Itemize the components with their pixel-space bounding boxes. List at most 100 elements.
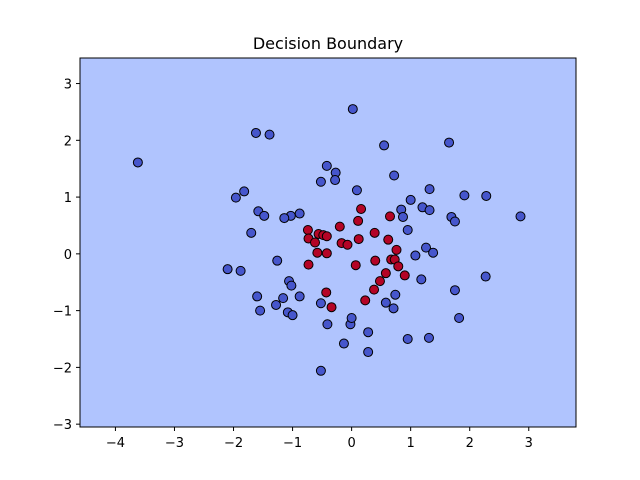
y-tick-label: 3 (64, 78, 72, 93)
scatter-point-class-0 (363, 327, 374, 338)
scatter-point-class-0 (321, 160, 332, 171)
scatter-point-class-0 (315, 298, 326, 309)
scatter-point-class-0 (402, 225, 413, 236)
scatter-point-class-1 (342, 239, 353, 250)
scatter-point-class-0 (278, 293, 289, 304)
scatter-point-class-1 (369, 227, 380, 238)
scatter-point-class-1 (326, 302, 337, 313)
scatter-point-class-0 (347, 104, 358, 115)
scatter-point-class-0 (380, 297, 391, 308)
scatter-point-class-1 (321, 231, 332, 242)
scatter-point-class-1 (391, 244, 402, 255)
scatter-point-class-0 (286, 280, 297, 291)
scatter-point-class-0 (428, 247, 439, 258)
x-tick-label: −4 (106, 436, 125, 451)
scatter-point-class-0 (402, 334, 413, 345)
plot-frame (79, 57, 577, 428)
scatter-point-class-1 (353, 215, 364, 226)
scatter-point-class-0 (459, 190, 470, 201)
scatter-point-class-0 (252, 291, 263, 302)
scatter-point-class-0 (410, 250, 421, 261)
scatter-point-class-1 (374, 276, 385, 287)
y-tick-label: −2 (53, 361, 72, 376)
scatter-point-class-1 (312, 247, 323, 258)
x-tick-label: 3 (525, 436, 533, 451)
scatter-point-class-0 (397, 211, 408, 222)
scatter-point-class-1 (369, 284, 380, 295)
scatter-point-class-1 (303, 259, 314, 270)
scatter-point-class-0 (416, 274, 427, 285)
scatter-point-class-0 (390, 289, 401, 300)
scatter-point-class-0 (363, 347, 374, 358)
scatter-point-class-0 (330, 175, 341, 186)
scatter-point-class-1 (370, 255, 381, 266)
scatter-point-class-0 (235, 265, 246, 276)
scatter-point-class-1 (383, 234, 394, 245)
scatter-point-class-0 (423, 332, 434, 343)
chart-title: Decision Boundary (253, 34, 403, 53)
scatter-point-class-0 (454, 313, 465, 323)
scatter-point-class-0 (315, 365, 326, 376)
scatter-point-class-1 (310, 237, 321, 248)
x-tick-label: 2 (466, 436, 474, 451)
scatter-point-class-0 (424, 184, 435, 195)
x-tick-label: 1 (407, 436, 415, 451)
x-axis: −4 −3 −2 −1 0 1 2 3 (106, 427, 533, 451)
x-tick-label: −1 (283, 436, 302, 451)
scatter-point-class-1 (393, 261, 404, 272)
scatter-point-class-0 (481, 190, 492, 201)
scatter-point-class-0 (449, 285, 460, 296)
x-tick-label: 0 (347, 436, 355, 451)
scatter-point-class-0 (222, 264, 233, 275)
decision-region (80, 58, 576, 427)
scatter-point-class-1 (334, 221, 345, 232)
scatter-point-class-1 (321, 287, 332, 298)
scatter-point-class-1 (350, 260, 361, 271)
scatter-point-class-1 (399, 270, 410, 281)
scatter-point-class-0 (239, 186, 250, 197)
scatter-point-class-0 (424, 205, 435, 216)
y-axis: −3 −2 −1 0 1 2 3 (53, 78, 80, 433)
y-tick-label: −1 (53, 305, 72, 320)
scatter-point-class-0 (421, 242, 432, 253)
scatter-point-class-1 (302, 225, 313, 236)
y-tick-label: 0 (64, 248, 72, 263)
data-points (132, 104, 526, 376)
scatter-point-class-0 (250, 127, 261, 138)
scatter-point-class-0 (132, 157, 143, 168)
scatter-point-class-0 (315, 176, 326, 187)
scatter-point-class-0 (444, 137, 455, 148)
scatter-point-class-0 (272, 255, 283, 266)
scatter-point-class-1 (321, 248, 332, 259)
scatter-point-class-0 (351, 185, 362, 196)
scatter-point-class-1 (380, 268, 391, 279)
scatter-point-class-0 (515, 211, 526, 222)
scatter-point-class-0 (346, 313, 357, 323)
scatter-point-class-0 (264, 129, 275, 140)
scatter-point-class-0 (338, 338, 349, 349)
x-tick-label: −2 (224, 436, 243, 451)
scatter-point-class-0 (480, 271, 491, 282)
scatter-point-class-0 (246, 227, 257, 238)
scatter-point-class-0 (294, 208, 305, 219)
scatter-point-class-0 (271, 299, 282, 310)
x-tick-label: −3 (165, 436, 184, 451)
scatter-point-class-1 (385, 211, 395, 222)
scatter-point-class-0 (255, 305, 266, 316)
scatter-point-class-1 (356, 204, 367, 215)
y-tick-label: −3 (53, 418, 72, 433)
scatter-point-class-0 (279, 213, 290, 224)
scatter-point-class-0 (294, 291, 305, 302)
scatter-point-class-0 (230, 192, 241, 203)
scatter-point-class-0 (388, 303, 399, 314)
scatter-point-class-1 (353, 234, 364, 245)
scatter-point-class-0 (322, 319, 333, 330)
scatter-point-class-0 (287, 310, 298, 321)
y-tick-label: 2 (64, 134, 72, 149)
y-tick-label: 1 (64, 191, 72, 206)
scatter-point-class-0 (405, 194, 416, 205)
scatter-point-class-0 (389, 170, 400, 181)
scatter-point-class-0 (379, 140, 390, 151)
scatter-point-class-0 (259, 210, 270, 221)
